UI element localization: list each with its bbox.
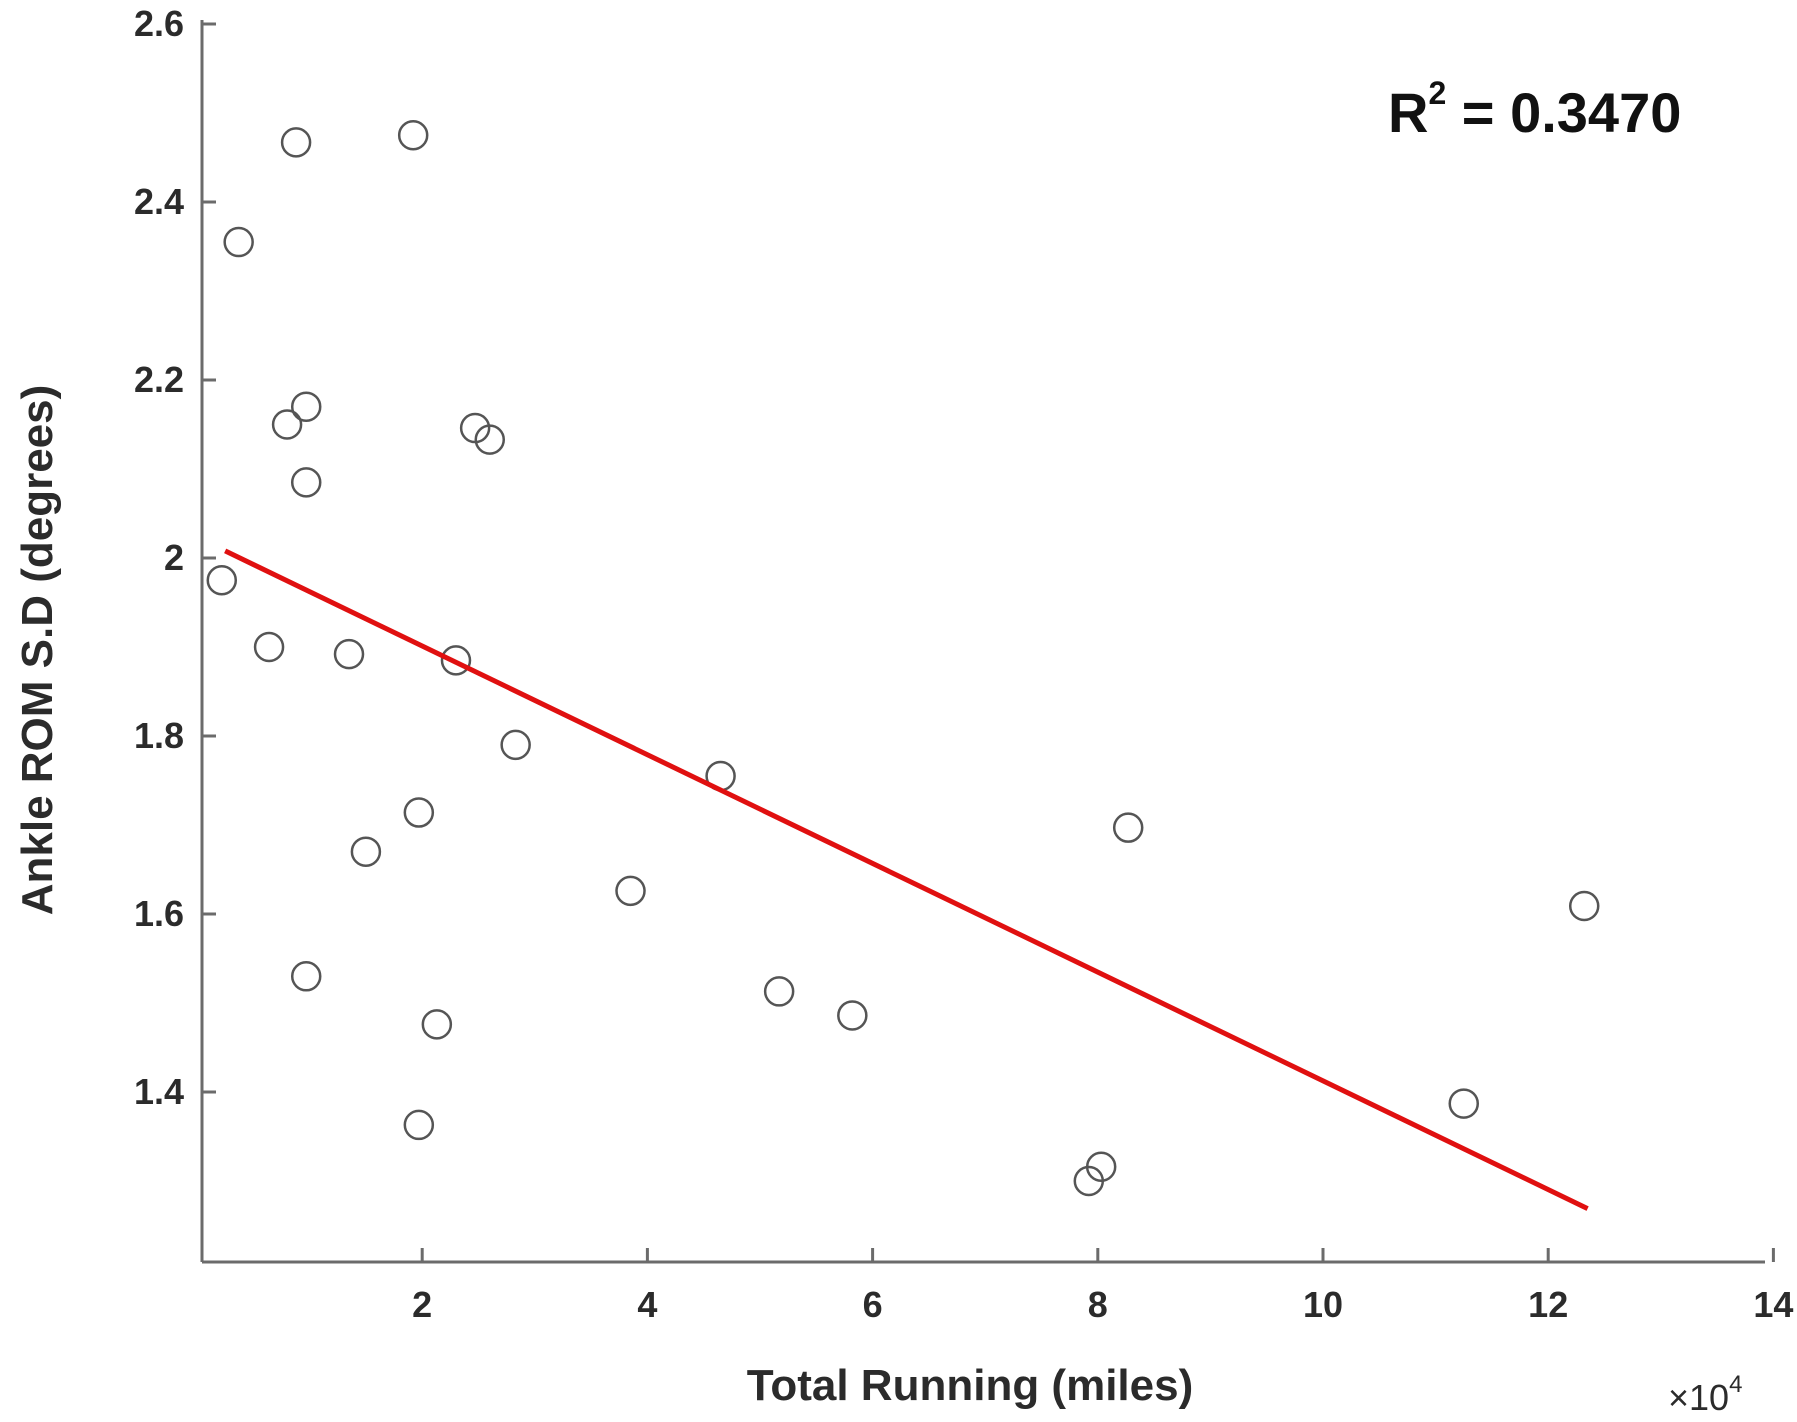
data-point bbox=[290, 391, 322, 422]
data-point bbox=[397, 120, 429, 151]
x-tick-label: 12 bbox=[1528, 1284, 1568, 1325]
data-point bbox=[206, 565, 238, 596]
y-tick-label: 2.2 bbox=[134, 359, 184, 400]
data-point bbox=[333, 638, 365, 670]
data-point bbox=[290, 961, 322, 992]
y-tick-label: 2.6 bbox=[134, 3, 184, 44]
x-tick-label: 8 bbox=[1088, 1284, 1108, 1325]
x-tick-label: 4 bbox=[637, 1284, 657, 1325]
data-point bbox=[253, 631, 285, 663]
data-point bbox=[421, 1009, 453, 1040]
r-squared-prefix: R bbox=[1388, 81, 1428, 144]
y-tick-label: 1.6 bbox=[134, 893, 184, 934]
data-point bbox=[403, 797, 435, 828]
fit-line bbox=[224, 548, 1589, 1211]
data-point bbox=[271, 409, 303, 440]
data-point bbox=[615, 875, 646, 907]
x-tick-label: 2 bbox=[412, 1284, 432, 1325]
data-point bbox=[280, 127, 312, 158]
data-point bbox=[500, 729, 531, 761]
data-point bbox=[1448, 1088, 1479, 1119]
x-multiplier-base: ×10 bbox=[1668, 1377, 1729, 1418]
tick-group: 1.4 1.6 1.8 2 2.2 2.4 2.6 2 4 6 8 10 12 14 bbox=[134, 3, 1793, 1325]
data-point bbox=[440, 645, 472, 676]
x-tick-label: 6 bbox=[863, 1284, 883, 1325]
x-tick-label: 14 bbox=[1753, 1284, 1793, 1325]
data-points bbox=[206, 120, 1600, 1197]
r-squared-value: = 0.3470 bbox=[1446, 81, 1681, 144]
data-point bbox=[1568, 890, 1600, 922]
fit-line-group bbox=[224, 548, 1589, 1211]
data-point bbox=[1085, 1151, 1117, 1183]
x-axis-title: Total Running (miles) bbox=[747, 1361, 1194, 1410]
x-multiplier-exponent: 4 bbox=[1729, 1371, 1742, 1398]
y-tick-label: 1.4 bbox=[134, 1071, 184, 1112]
data-point bbox=[350, 836, 382, 867]
data-point bbox=[290, 467, 322, 498]
data-point bbox=[403, 1109, 435, 1141]
data-point bbox=[474, 424, 506, 455]
data-point bbox=[1112, 812, 1144, 843]
y-axis-title: Ankle ROM S.D (degrees) bbox=[13, 385, 62, 916]
axes bbox=[200, 20, 1765, 1264]
x-tick-label: 10 bbox=[1303, 1284, 1343, 1325]
r-squared-annotation: R2 = 0.3470 bbox=[1388, 75, 1681, 144]
data-point bbox=[223, 226, 254, 258]
y-tick-label: 2 bbox=[164, 537, 184, 578]
r-squared-superscript: 2 bbox=[1428, 75, 1446, 111]
y-tick-label: 2.4 bbox=[134, 181, 184, 222]
x-multiplier-label: ×104 bbox=[1668, 1371, 1742, 1418]
y-tick-label: 1.8 bbox=[134, 715, 184, 756]
data-point bbox=[837, 1000, 868, 1031]
data-point bbox=[763, 976, 795, 1007]
